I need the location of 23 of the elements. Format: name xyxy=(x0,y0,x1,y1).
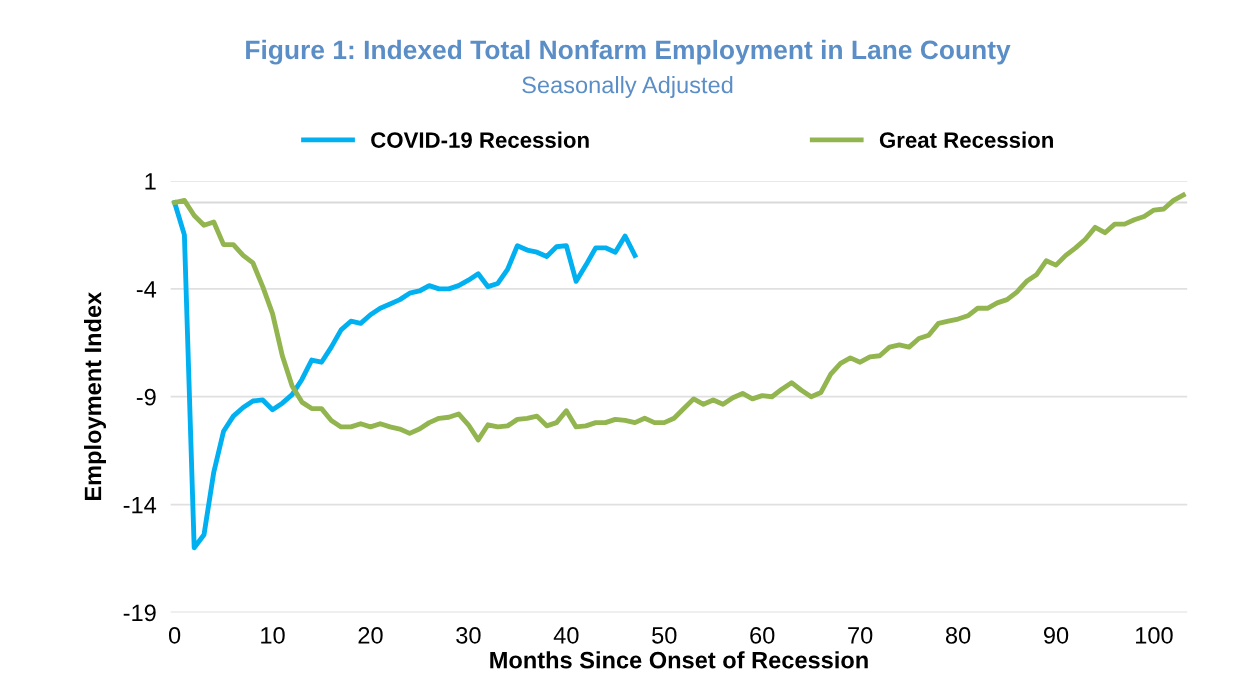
x-axis-title: Months Since Onset of Recession xyxy=(490,651,868,669)
y-tick-label: -9 xyxy=(136,388,156,406)
y-tick-label: -19 xyxy=(123,604,156,622)
y-tick-label: 1 xyxy=(145,173,156,190)
x-tick-label: 70 xyxy=(848,626,873,644)
x-tick-label: 20 xyxy=(358,626,383,644)
line-series xyxy=(172,192,1186,443)
x-tick-label: 100 xyxy=(1136,626,1173,644)
y-tick-label: -4 xyxy=(136,281,157,298)
chart-title: Figure 1: Indexed Total Nonfarm Employment in Lane County xyxy=(246,39,1011,65)
legend-label: COVID-19 Recession xyxy=(371,131,589,148)
x-tick-label: 30 xyxy=(456,626,481,644)
y-axis-title: Employment Index xyxy=(83,291,106,501)
x-tick-label: 10 xyxy=(261,626,285,644)
x-tick-label: 60 xyxy=(750,626,775,644)
x-tick-label: 90 xyxy=(1043,626,1069,644)
x-tick-label: 80 xyxy=(945,626,971,644)
chart-subtitle: Seasonally Adjusted xyxy=(522,76,733,98)
x-tick-label: 40 xyxy=(553,626,579,644)
x-tick-label: 0 xyxy=(168,626,181,644)
x-tick-label: 50 xyxy=(652,626,677,644)
legend-label: Great Recession xyxy=(879,131,1053,148)
y-tick-label: -14 xyxy=(123,496,157,514)
